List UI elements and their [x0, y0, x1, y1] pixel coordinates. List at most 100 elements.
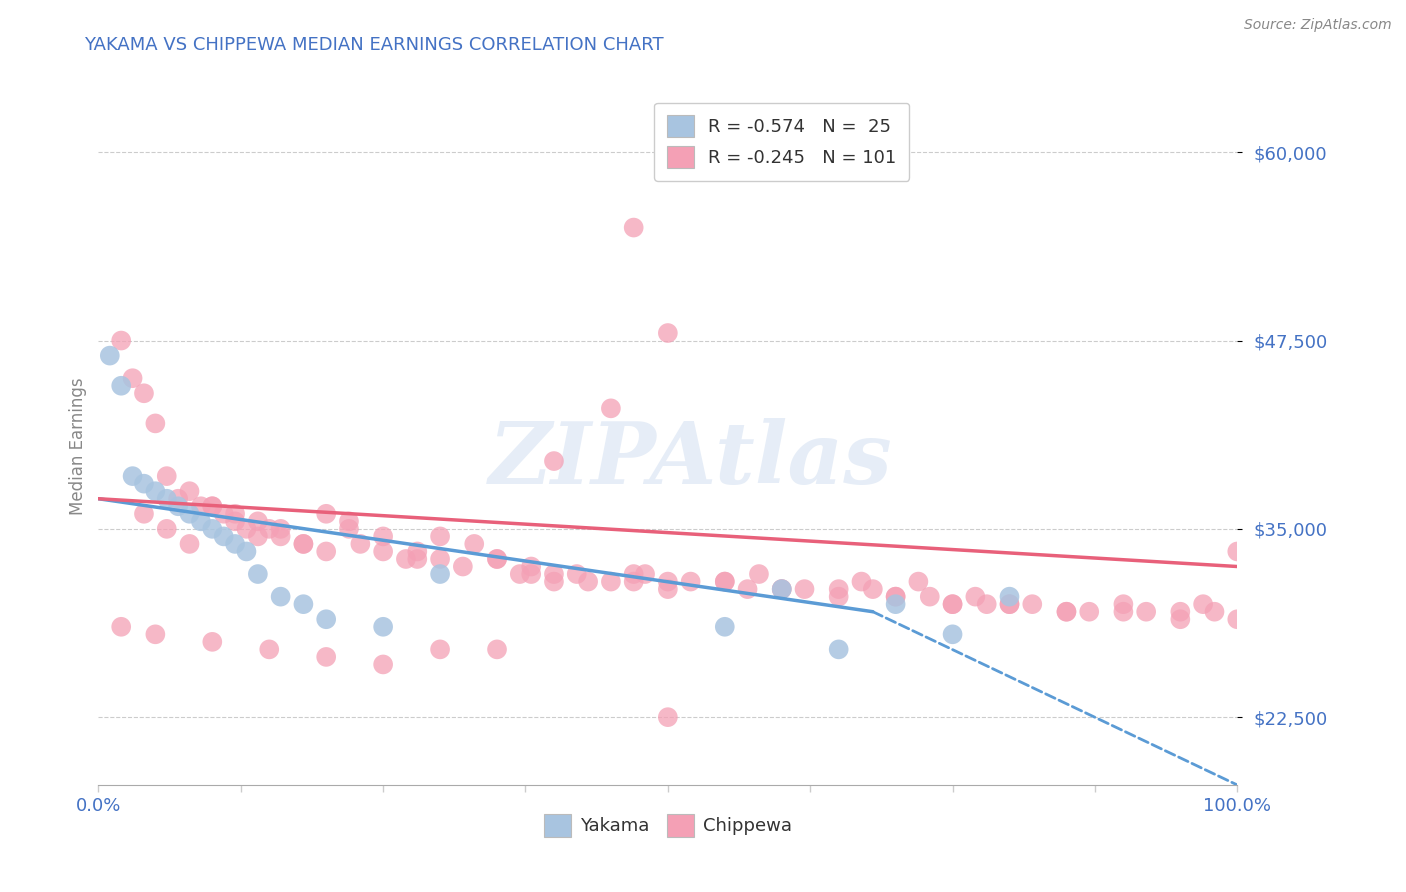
Y-axis label: Median Earnings: Median Earnings: [69, 377, 87, 515]
Point: [623, 567, 645, 582]
Point: [156, 491, 179, 506]
Point: [714, 574, 737, 589]
Point: [576, 574, 599, 589]
Point: [224, 537, 246, 551]
Point: [132, 476, 155, 491]
Point: [179, 507, 201, 521]
Point: [1135, 605, 1157, 619]
Point: [406, 544, 429, 558]
Point: [121, 371, 143, 385]
Point: [145, 484, 167, 499]
Point: [212, 507, 235, 521]
Point: [179, 537, 201, 551]
Point: [828, 590, 851, 604]
Point: [371, 620, 394, 634]
Point: [486, 552, 509, 566]
Point: [828, 642, 851, 657]
Point: [145, 417, 167, 431]
Point: [828, 582, 851, 596]
Point: [1021, 597, 1043, 611]
Point: [793, 582, 815, 596]
Point: [371, 529, 394, 543]
Point: [1056, 605, 1078, 619]
Text: ZIPAtlas: ZIPAtlas: [489, 417, 893, 501]
Point: [565, 567, 588, 582]
Point: [862, 582, 884, 596]
Point: [600, 574, 623, 589]
Point: [132, 507, 155, 521]
Point: [292, 537, 315, 551]
Point: [770, 582, 793, 596]
Point: [406, 552, 429, 566]
Point: [884, 597, 907, 611]
Point: [714, 574, 737, 589]
Point: [246, 514, 269, 528]
Point: [315, 612, 337, 626]
Point: [167, 491, 190, 506]
Point: [714, 620, 737, 634]
Point: [349, 537, 371, 551]
Point: [486, 552, 509, 566]
Point: [371, 657, 394, 672]
Point: [270, 529, 292, 543]
Point: [1226, 544, 1249, 558]
Point: [337, 522, 360, 536]
Point: [998, 597, 1021, 611]
Point: [976, 597, 998, 611]
Point: [337, 514, 360, 528]
Point: [224, 514, 246, 528]
Point: [201, 500, 224, 514]
Point: [770, 582, 793, 596]
Point: [918, 590, 941, 604]
Point: [942, 597, 965, 611]
Point: [1112, 605, 1135, 619]
Point: [1056, 605, 1078, 619]
Point: [429, 529, 451, 543]
Point: [246, 529, 269, 543]
Point: [201, 522, 224, 536]
Point: [486, 642, 509, 657]
Point: [371, 544, 394, 558]
Point: [737, 582, 759, 596]
Point: [543, 574, 565, 589]
Point: [224, 507, 246, 521]
Point: [429, 552, 451, 566]
Point: [156, 469, 179, 483]
Point: [657, 710, 679, 724]
Text: Source: ZipAtlas.com: Source: ZipAtlas.com: [1244, 18, 1392, 32]
Point: [634, 567, 657, 582]
Point: [1170, 605, 1192, 619]
Point: [270, 522, 292, 536]
Point: [657, 574, 679, 589]
Point: [270, 590, 292, 604]
Point: [292, 537, 315, 551]
Point: [998, 590, 1021, 604]
Point: [1192, 597, 1215, 611]
Point: [509, 567, 531, 582]
Point: [212, 529, 235, 543]
Point: [429, 567, 451, 582]
Point: [851, 574, 873, 589]
Point: [110, 620, 132, 634]
Point: [167, 500, 190, 514]
Point: [884, 590, 907, 604]
Point: [179, 484, 201, 499]
Point: [520, 559, 543, 574]
Point: [1204, 605, 1226, 619]
Point: [132, 386, 155, 401]
Legend: Yakama, Chippewa: Yakama, Chippewa: [536, 807, 800, 844]
Point: [235, 544, 257, 558]
Point: [315, 544, 337, 558]
Point: [770, 582, 793, 596]
Point: [463, 537, 485, 551]
Point: [110, 378, 132, 392]
Point: [190, 514, 212, 528]
Point: [998, 597, 1021, 611]
Point: [942, 627, 965, 641]
Point: [259, 642, 281, 657]
Point: [315, 507, 337, 521]
Point: [657, 582, 679, 596]
Point: [451, 559, 474, 574]
Point: [292, 597, 315, 611]
Point: [121, 469, 143, 483]
